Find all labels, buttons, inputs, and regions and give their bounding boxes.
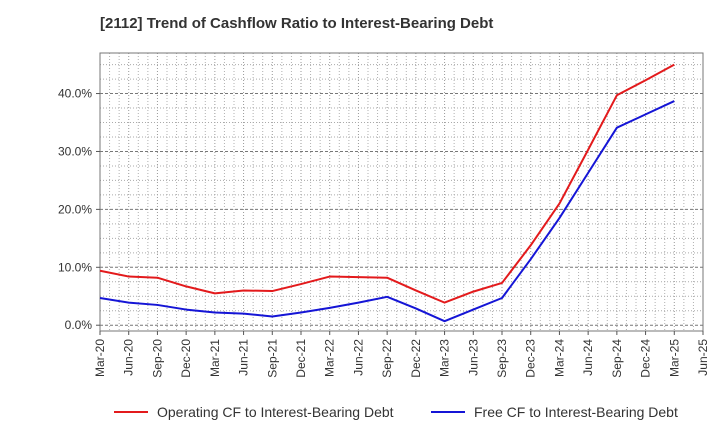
x-tick-label: Dec-24 <box>639 339 653 378</box>
y-tick-label: 20.0% <box>58 202 92 216</box>
x-tick-label: Mar-23 <box>438 339 452 377</box>
legend-swatch-operating-cf <box>114 411 148 413</box>
x-tick-label: Mar-25 <box>667 339 681 377</box>
x-tick-label: Mar-22 <box>323 339 337 377</box>
legend-item-free-cf: Free CF to Interest-Bearing Debt <box>431 404 678 420</box>
x-tick-label: Sep-23 <box>495 339 509 378</box>
x-tick-label: Mar-21 <box>208 339 222 377</box>
legend-label-operating-cf: Operating CF to Interest-Bearing Debt <box>157 404 394 420</box>
x-tick-label: Dec-22 <box>409 339 423 378</box>
x-tick-label: Sep-20 <box>150 339 164 378</box>
legend: Operating CF to Interest-Bearing Debt Fr… <box>0 404 720 426</box>
x-tick-label: Sep-22 <box>380 339 394 378</box>
x-tick-label: Jun-25 <box>696 339 710 376</box>
plot-frame <box>99 52 704 332</box>
y-tick-label: 0.0% <box>65 318 93 332</box>
chart-title: [2112] Trend of Cashflow Ratio to Intere… <box>100 15 494 32</box>
grid-lines <box>99 53 704 331</box>
legend-label-free-cf: Free CF to Interest-Bearing Debt <box>474 404 678 420</box>
x-tick-label: Dec-23 <box>524 339 538 378</box>
x-tick-label: Sep-21 <box>265 339 279 378</box>
legend-item-operating-cf: Operating CF to Interest-Bearing Debt <box>114 404 394 420</box>
x-tick-label: Jun-22 <box>351 339 365 376</box>
x-tick-label: Jun-20 <box>122 339 136 376</box>
x-tick-label: Jun-23 <box>466 339 480 376</box>
legend-swatch-free-cf <box>431 411 465 413</box>
x-tick-label: Mar-20 <box>93 339 107 377</box>
y-tick-label: 40.0% <box>58 87 92 101</box>
y-axis-ticks: 0.0% 10.0% 20.0% 30.0% 40.0% <box>58 87 100 332</box>
y-tick-label: 10.0% <box>58 260 92 274</box>
x-tick-label: Jun-24 <box>581 339 595 376</box>
x-tick-label: Dec-20 <box>179 339 193 378</box>
x-axis-ticks: Mar-20 Jun-20 Sep-20 Dec-20 Mar-21 Jun-21 Sep-… <box>93 331 710 378</box>
series-lines <box>99 63 675 323</box>
series-line-free-cf <box>99 100 675 323</box>
x-tick-label: Jun-21 <box>237 339 251 376</box>
x-tick-label: Dec-21 <box>294 339 308 378</box>
series-line-operating-cf <box>99 63 675 304</box>
x-tick-label: Mar-24 <box>552 339 566 377</box>
x-tick-label: Sep-24 <box>610 339 624 378</box>
y-tick-label: 30.0% <box>58 144 92 158</box>
